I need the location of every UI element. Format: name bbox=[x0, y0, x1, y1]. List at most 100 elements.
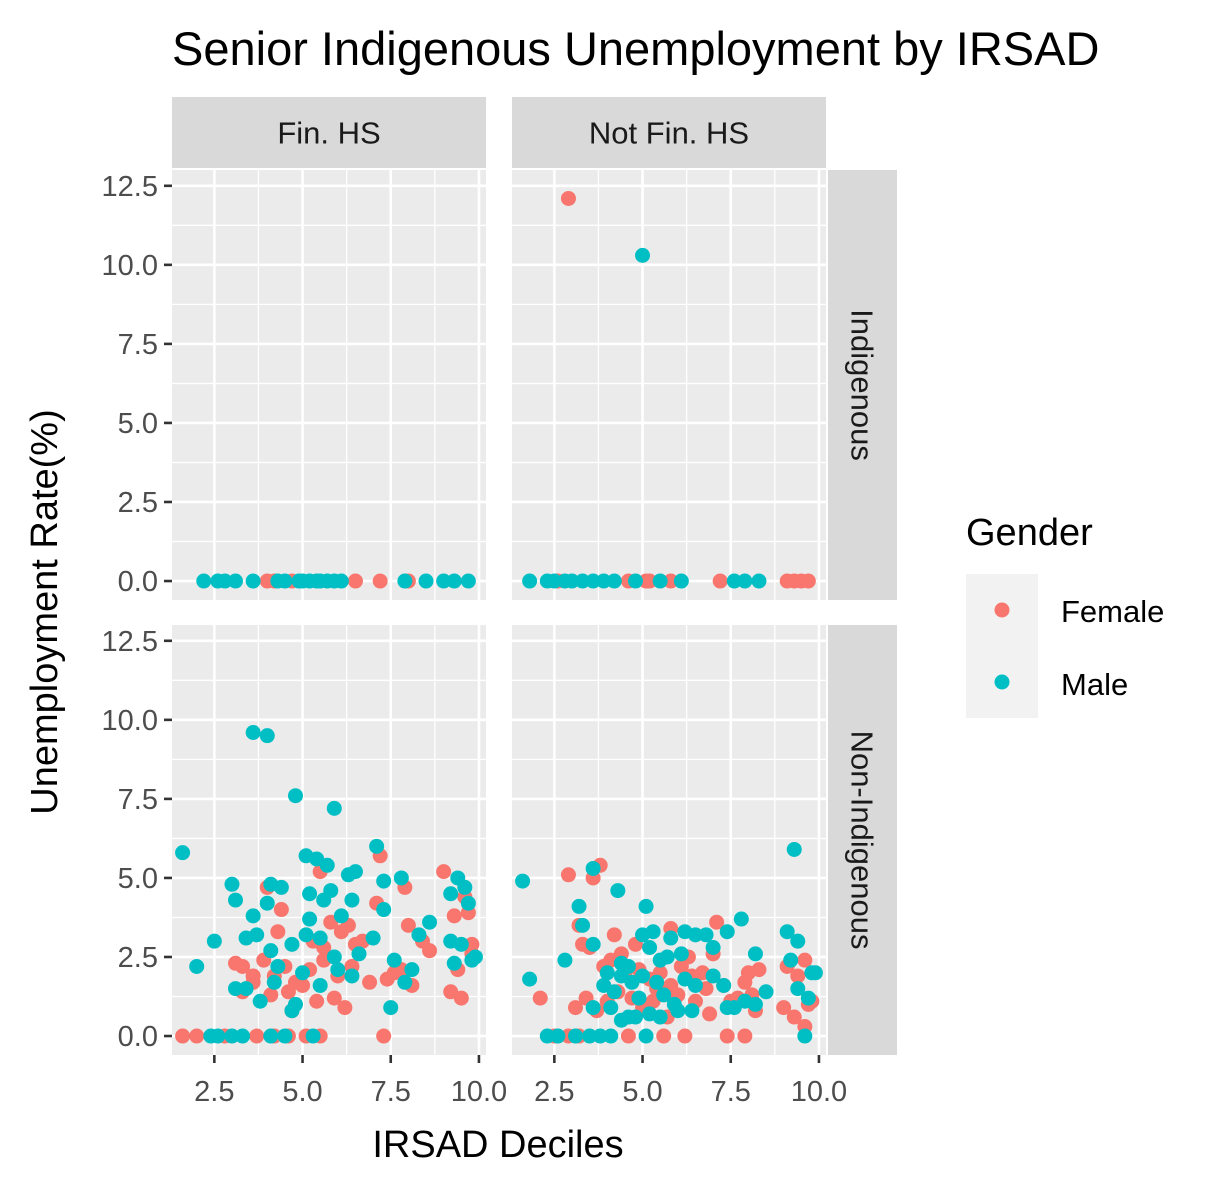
data-point-male bbox=[228, 892, 244, 908]
data-point-male bbox=[592, 1028, 608, 1044]
data-point-male bbox=[652, 952, 668, 968]
data-point-male bbox=[642, 940, 658, 955]
data-point-male bbox=[687, 927, 703, 943]
data-point-male bbox=[228, 981, 244, 997]
data-point-male bbox=[610, 883, 626, 899]
data-point-male bbox=[585, 860, 601, 876]
data-point-male bbox=[656, 987, 672, 1003]
x-tick-label: 2.5 bbox=[194, 1076, 234, 1108]
data-point-male bbox=[747, 946, 763, 962]
data-point-male bbox=[733, 911, 749, 927]
data-point-female bbox=[175, 1028, 191, 1044]
data-point-male bbox=[404, 962, 420, 978]
data-point-male bbox=[673, 946, 689, 962]
data-point-male bbox=[369, 838, 385, 854]
data-point-female bbox=[189, 1028, 205, 1044]
data-point-female bbox=[386, 965, 402, 981]
y-tick-label: 12.5 bbox=[102, 171, 158, 203]
data-point-male bbox=[585, 1000, 601, 1016]
data-point-male bbox=[522, 573, 538, 589]
data-point-female bbox=[446, 908, 462, 924]
data-point-male bbox=[550, 1028, 566, 1044]
y-tick-label: 5.0 bbox=[118, 408, 158, 440]
data-point-female bbox=[309, 993, 325, 1009]
data-point-male bbox=[263, 943, 279, 959]
data-point-male bbox=[606, 573, 622, 589]
data-point-male bbox=[365, 930, 381, 946]
data-point-male bbox=[627, 1009, 643, 1025]
data-point-male bbox=[228, 573, 244, 589]
data-point-male bbox=[546, 573, 562, 589]
data-point-male bbox=[663, 930, 679, 946]
data-point-female bbox=[642, 573, 658, 589]
data-point-male bbox=[645, 924, 661, 940]
data-point-male bbox=[245, 573, 261, 589]
data-point-male bbox=[284, 1003, 300, 1019]
data-point-male bbox=[319, 857, 335, 873]
x-tick-label: 10.0 bbox=[451, 1076, 507, 1108]
data-point-male bbox=[347, 864, 363, 880]
data-point-male bbox=[582, 1028, 598, 1044]
data-point-male bbox=[393, 870, 409, 886]
data-point-male bbox=[386, 952, 402, 968]
data-point-male bbox=[719, 1000, 735, 1016]
data-point-male bbox=[284, 936, 300, 952]
data-point-female bbox=[606, 927, 622, 943]
data-point-male bbox=[238, 981, 254, 997]
data-point-male bbox=[779, 924, 795, 940]
data-point-male bbox=[635, 247, 651, 263]
data-point-female bbox=[575, 936, 591, 952]
data-point-female bbox=[620, 1028, 636, 1044]
data-point-male bbox=[224, 1028, 240, 1044]
y-axis-title: Unemployment Rate(%) bbox=[24, 409, 66, 814]
data-point-female bbox=[372, 573, 388, 589]
data-point-male bbox=[758, 984, 774, 1000]
data-point-female bbox=[719, 1028, 735, 1044]
data-point-male bbox=[568, 1028, 584, 1044]
data-point-male bbox=[344, 968, 360, 984]
data-point-male bbox=[652, 573, 668, 589]
data-point-male bbox=[460, 573, 476, 589]
data-point-male bbox=[453, 936, 469, 952]
data-point-male bbox=[266, 974, 282, 990]
data-point-female bbox=[663, 573, 679, 589]
y-tick-label: 2.5 bbox=[118, 942, 158, 974]
legend: Gender Female Male bbox=[966, 512, 1164, 718]
data-point-male bbox=[631, 990, 647, 1006]
data-point-male bbox=[333, 573, 349, 589]
x-tick-label: 7.5 bbox=[711, 1076, 751, 1108]
data-point-male bbox=[790, 933, 806, 949]
data-point-male bbox=[277, 573, 293, 589]
data-point-female bbox=[740, 965, 756, 981]
data-point-male bbox=[196, 573, 212, 589]
data-point-male bbox=[189, 958, 205, 974]
data-point-male bbox=[522, 971, 538, 987]
data-point-female bbox=[677, 1028, 693, 1044]
data-point-male bbox=[249, 927, 265, 943]
data-point-male bbox=[670, 1003, 686, 1019]
data-point-female bbox=[273, 902, 289, 918]
data-point-female bbox=[464, 936, 480, 952]
legend-female-label: Female bbox=[1061, 594, 1164, 629]
data-point-male bbox=[259, 728, 275, 744]
data-point-male bbox=[333, 908, 349, 924]
data-point-male bbox=[344, 892, 360, 908]
data-point-male bbox=[585, 573, 601, 589]
x-tick-label: 5.0 bbox=[622, 1076, 662, 1108]
data-point-male bbox=[705, 968, 721, 984]
data-point-male bbox=[224, 876, 240, 892]
data-point-male bbox=[564, 573, 580, 589]
data-point-male bbox=[786, 841, 802, 857]
data-point-female bbox=[737, 1028, 753, 1044]
strip-label-not-fin-hs: Not Fin. HS bbox=[589, 116, 749, 151]
data-point-female bbox=[362, 974, 378, 990]
data-point-male bbox=[726, 573, 742, 589]
data-point-female bbox=[376, 1028, 392, 1044]
data-point-male bbox=[638, 1028, 654, 1044]
data-point-male bbox=[603, 1000, 619, 1016]
data-point-male bbox=[277, 1028, 293, 1044]
panel-background bbox=[172, 625, 486, 1055]
data-point-male bbox=[606, 984, 622, 1000]
panel-background bbox=[512, 170, 826, 600]
data-point-male bbox=[613, 955, 629, 971]
